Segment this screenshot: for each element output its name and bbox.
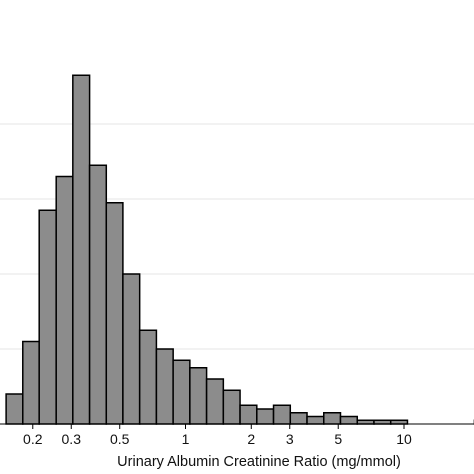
x-axis-ticks: 0.2 0.3 0.5 1 2 3 5 10 [23, 424, 412, 447]
histogram-bars [5, 74, 474, 425]
histogram-bar-17 [272, 404, 292, 425]
histogram-bar-7 [105, 202, 124, 425]
histogram-bar-24 [389, 419, 409, 425]
histogram-bar-5 [72, 74, 91, 425]
histogram-bar-21 [339, 415, 359, 425]
x-axis-title: Urinary Albumin Creatinine Ratio (mg/mmo… [117, 454, 401, 470]
histogram-bar-6 [88, 164, 108, 425]
histogram-bar-20 [323, 412, 342, 425]
x-tick-label-10: 10 [396, 431, 412, 447]
x-tick-label-0.3: 0.3 [62, 431, 82, 447]
histogram-bar-11 [172, 359, 191, 425]
histogram-bar-12 [189, 367, 208, 425]
histogram-bar-10 [155, 348, 174, 425]
histogram-bar-13 [205, 378, 225, 425]
x-tick-label-1: 1 [182, 431, 190, 447]
histogram-bar-23 [373, 419, 392, 425]
histogram-bar-22 [356, 419, 375, 425]
x-tick-label-3: 3 [286, 431, 294, 447]
x-tick-label-2: 2 [247, 431, 255, 447]
histogram-bar-16 [256, 408, 275, 425]
histogram-bar-3 [38, 209, 57, 425]
x-tick-label-0.2: 0.2 [23, 431, 43, 447]
histogram-bar-4 [55, 175, 74, 425]
histogram-bar-9 [138, 329, 158, 425]
histogram-bar-15 [239, 404, 258, 425]
histogram-bar-18 [289, 412, 308, 425]
x-tick-label-5: 5 [334, 431, 342, 447]
x-tick-label-0.5: 0.5 [110, 431, 130, 447]
histogram-bar-8 [122, 273, 141, 425]
histogram-bar-14 [222, 389, 241, 425]
histogram-bar-1 [5, 393, 24, 425]
histogram-bar-2 [22, 340, 40, 425]
histogram-bar-19 [306, 415, 325, 425]
